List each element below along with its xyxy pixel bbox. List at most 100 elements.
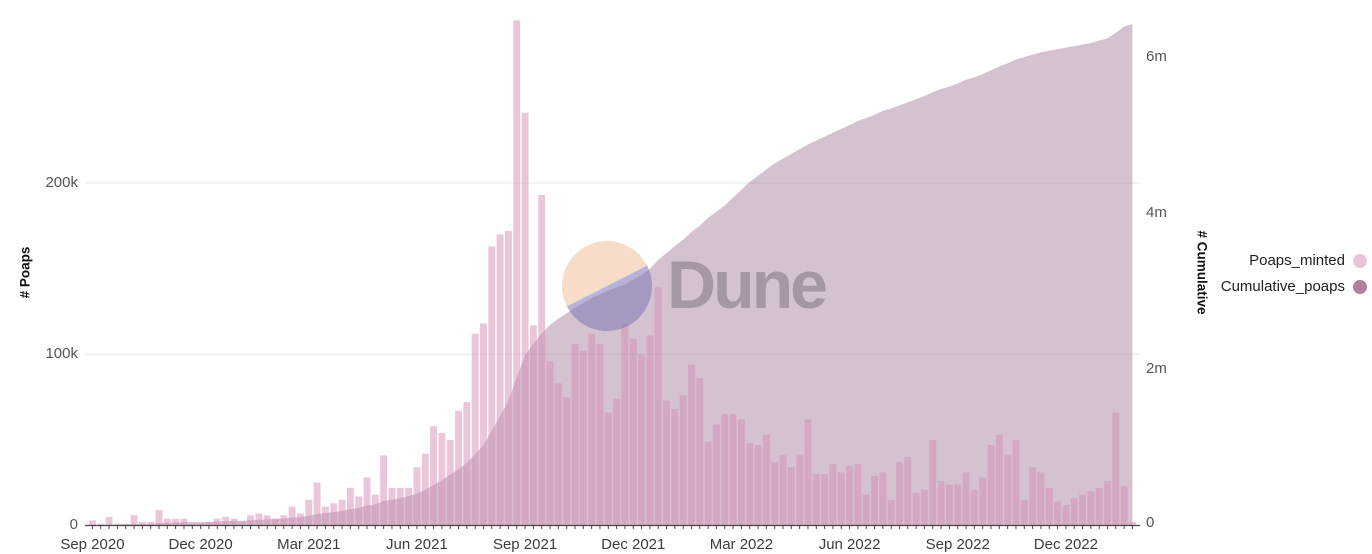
poaps-minted-bar[interactable]	[313, 482, 321, 526]
poaps-minted-bar[interactable]	[321, 506, 329, 526]
poaps-minted-bar[interactable]	[297, 513, 304, 526]
legend-item-poaps-minted[interactable]: Poaps_minted	[1249, 252, 1367, 269]
poaps-minted-bar[interactable]	[987, 445, 995, 526]
poaps-minted-bar[interactable]	[529, 325, 537, 526]
poaps-minted-bar[interactable]	[746, 443, 754, 526]
poaps-minted-bar[interactable]	[871, 475, 878, 526]
poaps-minted-bar[interactable]	[338, 499, 346, 526]
poaps-minted-bar[interactable]	[821, 474, 829, 526]
poaps-minted-bar[interactable]	[1045, 487, 1053, 526]
poaps-minted-bar[interactable]	[970, 489, 978, 526]
poaps-minted-bar[interactable]	[1012, 439, 1020, 526]
poaps-minted-bar[interactable]	[521, 112, 529, 526]
poaps-minted-bar[interactable]	[596, 343, 604, 526]
poaps-minted-bar[interactable]	[588, 333, 596, 526]
poaps-minted-bar[interactable]	[113, 523, 121, 526]
poaps-minted-bar[interactable]	[538, 194, 546, 526]
poaps-minted-bar[interactable]	[787, 467, 795, 526]
poaps-minted-bar[interactable]	[263, 515, 271, 526]
poaps-minted-bar[interactable]	[563, 397, 571, 526]
poaps-minted-bar[interactable]	[305, 499, 313, 526]
poaps-minted-bar[interactable]	[105, 516, 113, 526]
poaps-minted-bar[interactable]	[488, 246, 496, 526]
poaps-minted-bar[interactable]	[1070, 498, 1078, 526]
poaps-minted-bar[interactable]	[937, 480, 945, 526]
poaps-minted-bar[interactable]	[721, 414, 729, 526]
poaps-minted-bar[interactable]	[762, 434, 770, 526]
poaps-minted-bar[interactable]	[604, 412, 612, 526]
poaps-minted-bar[interactable]	[879, 472, 887, 526]
poaps-minted-bar[interactable]	[554, 383, 562, 526]
poaps-minted-bar[interactable]	[546, 361, 554, 526]
poaps-minted-bar[interactable]	[638, 354, 646, 526]
poaps-minted-bar[interactable]	[921, 489, 928, 526]
poaps-minted-bar[interactable]	[571, 343, 579, 526]
poaps-minted-bar[interactable]	[796, 455, 804, 526]
poaps-minted-bar[interactable]	[979, 477, 987, 526]
poaps-minted-bar[interactable]	[505, 230, 512, 526]
poaps-minted-bar[interactable]	[1112, 412, 1120, 526]
poaps-minted-bar[interactable]	[1062, 504, 1070, 526]
poaps-minted-bar[interactable]	[679, 395, 687, 526]
poaps-minted-bar[interactable]	[272, 518, 279, 526]
poaps-minted-bar[interactable]	[438, 433, 446, 526]
legend-item-cumulative-poaps[interactable]: Cumulative_poaps	[1221, 278, 1367, 295]
poaps-minted-bar[interactable]	[812, 474, 820, 526]
poaps-minted-bar[interactable]	[837, 472, 845, 526]
poaps-minted-bar[interactable]	[696, 378, 704, 526]
poaps-minted-bar[interactable]	[887, 499, 895, 526]
poaps-minted-bar[interactable]	[1104, 480, 1111, 526]
poaps-minted-bar[interactable]	[147, 522, 155, 526]
poaps-minted-bar[interactable]	[954, 484, 962, 526]
poaps-minted-bar[interactable]	[188, 523, 196, 526]
poaps-minted-bar[interactable]	[371, 494, 379, 526]
poaps-minted-bar[interactable]	[663, 400, 670, 526]
poaps-minted-bar[interactable]	[962, 472, 970, 526]
poaps-minted-bar[interactable]	[896, 462, 903, 526]
poaps-minted-bar[interactable]	[238, 522, 246, 526]
poaps-minted-bar[interactable]	[671, 409, 679, 526]
poaps-minted-bar[interactable]	[771, 462, 779, 526]
poaps-minted-bar[interactable]	[713, 424, 720, 526]
poaps-minted-bar[interactable]	[846, 465, 854, 526]
poaps-minted-bar[interactable]	[205, 522, 213, 526]
poaps-minted-bar[interactable]	[480, 323, 487, 526]
poaps-minted-bar[interactable]	[388, 487, 396, 526]
poaps-minted-bar[interactable]	[197, 523, 205, 526]
poaps-minted-bar[interactable]	[829, 463, 837, 526]
poaps-minted-bar[interactable]	[737, 419, 745, 526]
poaps-minted-bar[interactable]	[929, 439, 937, 526]
poaps-minted-bar[interactable]	[446, 439, 454, 526]
poaps-minted-bar[interactable]	[629, 338, 637, 526]
poaps-minted-bar[interactable]	[496, 234, 504, 526]
poaps-minted-bar[interactable]	[430, 426, 438, 526]
poaps-minted-bar[interactable]	[945, 484, 953, 526]
poaps-minted-bar[interactable]	[912, 492, 920, 526]
poaps-minted-bar[interactable]	[688, 364, 695, 526]
poaps-minted-bar[interactable]	[904, 457, 912, 526]
poaps-minted-bar[interactable]	[346, 487, 354, 526]
poaps-minted-bar[interactable]	[654, 287, 662, 526]
poaps-minted-bar[interactable]	[729, 414, 737, 526]
poaps-minted-bar[interactable]	[854, 463, 862, 526]
poaps-minted-bar[interactable]	[1079, 494, 1086, 526]
poaps-minted-bar[interactable]	[155, 510, 163, 526]
poaps-minted-bar[interactable]	[1054, 501, 1062, 526]
poaps-minted-bar[interactable]	[471, 333, 479, 526]
poaps-minted-bar[interactable]	[704, 441, 712, 526]
poaps-minted-bar[interactable]	[1020, 499, 1028, 526]
poaps-minted-bar[interactable]	[1087, 491, 1095, 526]
poaps-minted-bar[interactable]	[255, 513, 263, 526]
poaps-minted-bar[interactable]	[180, 518, 188, 526]
poaps-minted-bar[interactable]	[97, 523, 105, 526]
poaps-minted-bar[interactable]	[355, 496, 363, 526]
poaps-minted-bar[interactable]	[1037, 472, 1045, 526]
poaps-minted-bar[interactable]	[330, 503, 338, 526]
poaps-minted-bar[interactable]	[455, 410, 462, 526]
poaps-minted-bar[interactable]	[130, 515, 138, 526]
poaps-minted-bar[interactable]	[862, 494, 870, 526]
poaps-minted-bar[interactable]	[1120, 486, 1128, 526]
poaps-minted-bar[interactable]	[754, 445, 762, 526]
poaps-minted-bar[interactable]	[1004, 455, 1012, 526]
poaps-minted-bar[interactable]	[280, 515, 288, 526]
